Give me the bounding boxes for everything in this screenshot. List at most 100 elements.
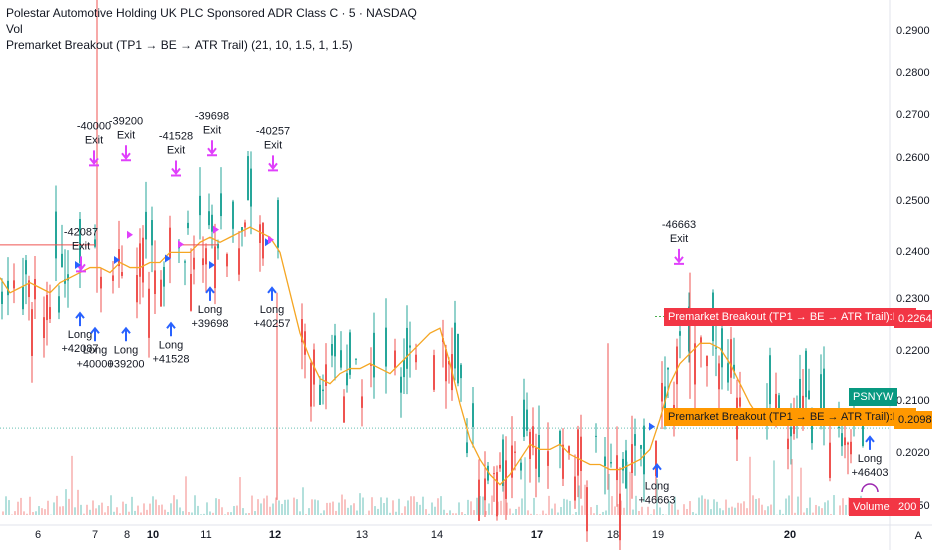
volume-bar bbox=[695, 513, 697, 515]
volume-bar bbox=[56, 495, 58, 515]
volume-bar bbox=[764, 510, 766, 515]
volume-bar bbox=[194, 495, 196, 515]
volume-bar bbox=[497, 501, 499, 515]
time-axis-tick: 19 bbox=[652, 529, 664, 541]
candle-body bbox=[511, 445, 513, 478]
volume-bar bbox=[560, 507, 562, 515]
volume-bar bbox=[725, 499, 727, 515]
volume-bar bbox=[791, 459, 793, 515]
time-axis-tick: 17 bbox=[531, 529, 543, 541]
volume-bar bbox=[224, 514, 226, 515]
price-axis-tick: 0.2300 bbox=[896, 293, 930, 305]
volume-bar bbox=[470, 501, 472, 515]
volume-bar bbox=[17, 501, 19, 515]
candle-body bbox=[169, 227, 171, 258]
exit-pnl: -39698 bbox=[195, 110, 229, 122]
auto-scale-button[interactable]: A bbox=[914, 530, 922, 542]
volume-bar bbox=[632, 509, 634, 515]
candle-body bbox=[676, 346, 678, 385]
volume-bar bbox=[809, 497, 811, 515]
candle-body bbox=[820, 374, 822, 412]
candle-body bbox=[460, 364, 462, 379]
exit-marker-icon bbox=[171, 160, 181, 177]
exit-marker-icon bbox=[268, 155, 278, 172]
candle-body bbox=[214, 246, 216, 289]
candle-body bbox=[259, 224, 261, 244]
volume-bar bbox=[635, 495, 637, 515]
volume-bar bbox=[227, 512, 229, 515]
long-pnl: +40257 bbox=[253, 318, 290, 330]
candle-body bbox=[538, 435, 540, 478]
volume-bar bbox=[80, 504, 82, 515]
candle-body bbox=[661, 382, 663, 402]
volume-bar bbox=[143, 503, 145, 515]
candle-body bbox=[568, 446, 570, 454]
time-axis-tick: 20 bbox=[784, 529, 796, 541]
volume-indicator-label[interactable]: Vol bbox=[6, 22, 23, 36]
long-marker-icon bbox=[90, 326, 100, 342]
candle-body bbox=[466, 442, 468, 454]
volume-bar bbox=[146, 509, 148, 515]
volume-bar bbox=[47, 500, 49, 515]
volume-bar bbox=[758, 498, 760, 515]
candle-body bbox=[415, 354, 417, 363]
volume-bar bbox=[683, 504, 685, 515]
volume-bar bbox=[668, 500, 670, 515]
volume-bar bbox=[689, 501, 691, 515]
volume-bar bbox=[131, 496, 133, 515]
candle-body bbox=[829, 442, 831, 478]
volume-bar bbox=[122, 501, 124, 515]
candle-body bbox=[667, 368, 669, 370]
candle-body bbox=[64, 279, 66, 284]
volume-bar bbox=[842, 498, 844, 515]
candle-body bbox=[220, 193, 222, 217]
volume-bar bbox=[248, 513, 250, 515]
candle-body bbox=[640, 445, 642, 449]
volume-bar bbox=[110, 495, 112, 515]
volume-bar bbox=[89, 509, 91, 515]
volume-bar bbox=[86, 504, 88, 515]
candle-body bbox=[355, 358, 357, 360]
long-pnl: +39698 bbox=[191, 318, 228, 330]
volume-bar bbox=[785, 498, 787, 515]
indicator-label[interactable]: Premarket Breakout (TP1 → BE → ATR Trail… bbox=[6, 38, 353, 52]
candle-body bbox=[94, 239, 96, 247]
volume-bar bbox=[401, 513, 403, 515]
candle-body bbox=[844, 437, 846, 446]
volume-bar bbox=[755, 498, 757, 515]
candle-body bbox=[523, 399, 525, 437]
trade-triangle-icon bbox=[213, 225, 219, 234]
candle-body bbox=[148, 288, 150, 338]
alert-arc-icon bbox=[861, 483, 879, 493]
candle-body bbox=[241, 227, 243, 232]
volume-bar bbox=[215, 498, 217, 515]
exit-marker-icon bbox=[89, 150, 99, 167]
volume-bar bbox=[557, 512, 559, 515]
volume-bar bbox=[572, 514, 574, 515]
volume-bar bbox=[326, 502, 328, 515]
volume-bar bbox=[728, 507, 730, 515]
volume-bar bbox=[200, 514, 202, 515]
candle-body bbox=[502, 439, 504, 486]
candle-body bbox=[805, 350, 807, 398]
price-tag-red: 0.2264 bbox=[894, 310, 932, 328]
candle-body bbox=[493, 473, 495, 475]
candle-body bbox=[136, 274, 138, 303]
candle-body bbox=[787, 438, 789, 450]
volume-bar bbox=[179, 507, 181, 515]
volume-bar bbox=[257, 499, 259, 515]
volume-bar bbox=[212, 512, 214, 515]
volume-bar bbox=[35, 511, 37, 515]
volume-bar bbox=[581, 505, 583, 515]
exit-label: Exit bbox=[85, 134, 103, 146]
volume-bar bbox=[398, 498, 400, 515]
exit-pnl: -41528 bbox=[159, 130, 193, 142]
volume-bar bbox=[566, 499, 568, 515]
volume-bar bbox=[626, 461, 628, 515]
volume-bar bbox=[554, 503, 556, 515]
volume-bar bbox=[563, 498, 565, 515]
volume-bar bbox=[623, 507, 625, 515]
candle-body bbox=[604, 456, 606, 466]
candle-body bbox=[34, 278, 36, 300]
